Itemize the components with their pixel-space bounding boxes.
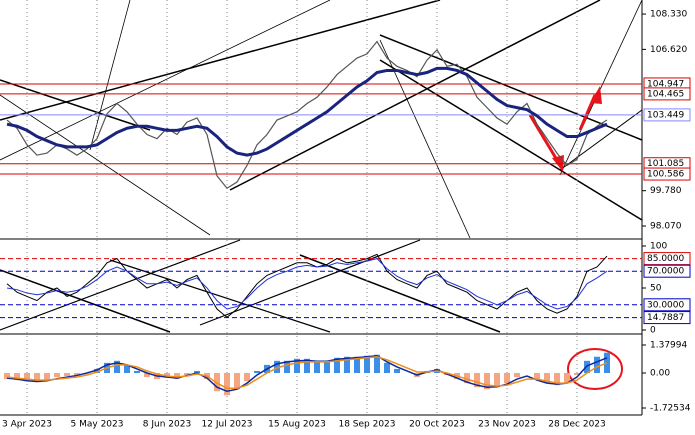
histogram-bar (334, 357, 340, 373)
level-label: 101.085 (647, 159, 684, 169)
histogram-bar (114, 360, 120, 373)
histogram-bar (224, 372, 230, 396)
y-tick-label: 100 (650, 242, 667, 252)
histogram-bar (254, 370, 260, 373)
histogram-bar (24, 372, 30, 382)
histogram-bar (324, 360, 330, 373)
histogram-bar (144, 372, 150, 378)
histogram-bar (544, 372, 550, 384)
highlight-circle (567, 348, 623, 390)
series-line (6, 356, 608, 389)
x-tick-label: 20 Oct 2023 (409, 420, 465, 430)
histogram-bar (244, 372, 250, 382)
histogram-bar (504, 372, 510, 384)
annotation-arrows (528, 86, 602, 172)
histogram-bar (594, 356, 600, 373)
histogram-bar (4, 372, 10, 380)
y-tick-label: 0 (650, 326, 656, 336)
series-line (6, 66, 608, 157)
histogram-bar (174, 372, 180, 380)
series-line (6, 253, 608, 319)
histogram-bar (514, 372, 520, 378)
x-tick-label: 15 Aug 2023 (268, 420, 326, 430)
trend-lines (0, 0, 643, 333)
level-label: 104.947 (647, 79, 684, 89)
level-label: 30.0000 (647, 300, 684, 310)
histogram-bar (554, 372, 560, 386)
level-label-box (643, 167, 691, 181)
histogram-bar (14, 372, 20, 381)
level-label: 70.0000 (647, 267, 684, 277)
histogram-bar (464, 372, 470, 384)
histogram-bar (314, 360, 320, 373)
level-label-box (643, 264, 691, 278)
histogram-bar (214, 372, 220, 392)
level-label: 100.586 (647, 170, 684, 180)
y-tick-label: 50 (650, 284, 662, 294)
histogram-bar (64, 372, 70, 377)
histogram-bar (134, 370, 140, 373)
histogram-bar (304, 358, 310, 373)
level-label: 14.7887 (647, 313, 684, 323)
histogram-bar (494, 372, 500, 388)
level-label: 104.465 (647, 89, 684, 99)
y-tick-label: 0.00 (650, 368, 670, 378)
level-label-box (643, 108, 691, 122)
histogram-bar (284, 360, 290, 373)
level-label: 103.449 (647, 110, 684, 120)
y-tick-label: 108.330 (650, 10, 687, 20)
histogram-bar (54, 372, 60, 378)
histogram-bar (44, 372, 50, 381)
x-tick-label: 3 Apr 2023 (2, 420, 52, 430)
histogram-bar (124, 364, 130, 373)
y-tick-label: 98.070 (650, 222, 682, 232)
histogram-bar (344, 356, 350, 373)
y-tick-label: 1.37994 (650, 341, 687, 351)
histogram-bar (274, 360, 280, 373)
histogram-bar (374, 354, 380, 373)
histogram-bar (394, 368, 400, 373)
y-tick-label: 99.780 (650, 186, 682, 196)
histogram-bar (574, 372, 580, 376)
series-line (6, 40, 608, 189)
level-label-box (643, 298, 691, 312)
histogram-bar (484, 372, 490, 390)
histogram-bar (294, 358, 300, 373)
level-label: 85.0000 (647, 254, 684, 264)
histogram-bar (564, 372, 570, 384)
histogram-bar (384, 362, 390, 373)
histogram-bar (354, 356, 360, 373)
histogram-bar (74, 372, 80, 376)
level-label-box (643, 311, 691, 325)
level-label-box (643, 87, 691, 101)
histogram-bar (534, 372, 540, 380)
histogram-bar (474, 372, 480, 388)
y-tick-label: 106.620 (650, 45, 687, 55)
histogram-bar (364, 355, 370, 373)
level-label-box (643, 252, 691, 266)
histogram-bar (184, 372, 190, 376)
x-tick-label: 28 Dec 2023 (548, 420, 606, 430)
x-tick-label: 5 May 2023 (71, 420, 124, 430)
series-line (6, 258, 608, 310)
x-tick-label: 18 Sep 2023 (338, 420, 395, 430)
x-tick-label: 12 Jul 2023 (202, 420, 253, 430)
histogram-bar (194, 370, 200, 373)
y-tick-label: -1.72534 (650, 404, 691, 414)
histogram-bar (234, 372, 240, 390)
x-tick-label: 23 Nov 2023 (478, 420, 536, 430)
histogram-bar (34, 372, 40, 383)
histogram-bar (94, 368, 100, 373)
x-tick-label: 8 Jun 2023 (143, 420, 191, 430)
series-line (6, 354, 608, 393)
